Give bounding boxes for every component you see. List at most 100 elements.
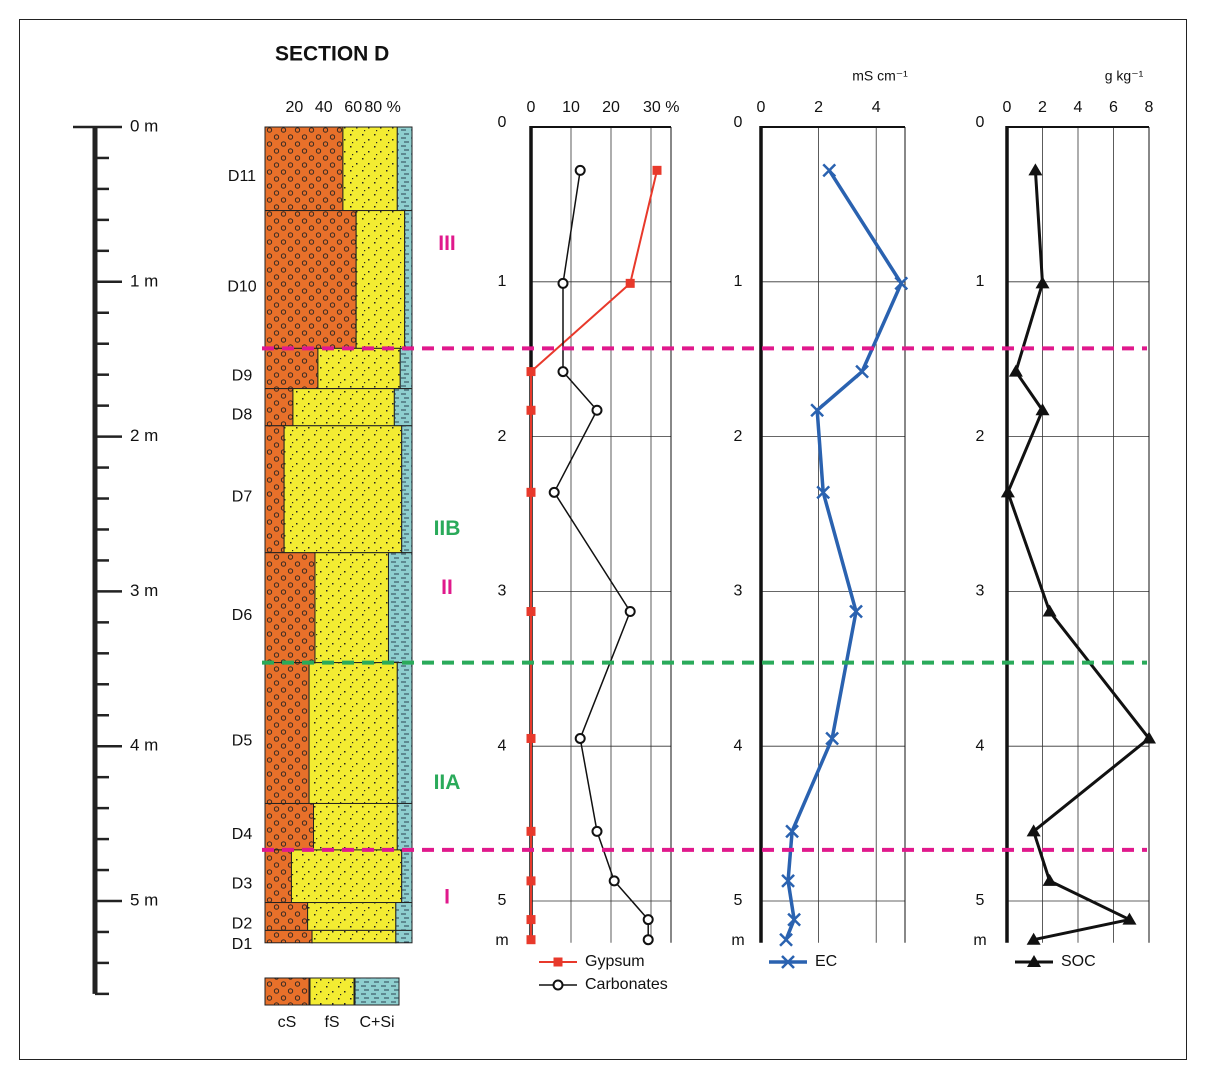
marker [1009, 365, 1023, 377]
layer-texture [265, 127, 343, 211]
layer-texture [397, 803, 412, 849]
layer-texture [318, 348, 400, 388]
layer-texture [265, 211, 356, 349]
layer-texture [308, 903, 396, 931]
depth-label: 5 [734, 892, 743, 909]
marker [1028, 163, 1042, 175]
marker [527, 876, 536, 885]
layer-texture [265, 803, 314, 849]
layer-texture [396, 903, 412, 931]
zone-label: II [441, 576, 453, 599]
depth-label: 5 [976, 892, 985, 909]
depth-label: 4 m [130, 736, 158, 755]
x-tick-label: 8 [1145, 99, 1154, 116]
layer-label: D3 [232, 875, 253, 892]
layer-texture [265, 553, 315, 663]
marker [626, 279, 635, 288]
depth-label: 0 m [130, 116, 158, 135]
depth-label: 1 [498, 273, 507, 290]
layer-label: D5 [232, 732, 253, 749]
layer-label: D7 [232, 488, 253, 505]
legend-label: cS [278, 1014, 297, 1031]
marker [527, 915, 536, 924]
layer-texture [265, 348, 318, 388]
layer-label: D10 [227, 279, 256, 296]
chart-title: SECTION D [275, 43, 389, 66]
layer-label: D2 [232, 916, 253, 933]
marker [527, 488, 536, 497]
depth-label: 0 [734, 114, 743, 131]
layer-texture [312, 930, 396, 942]
marker [823, 164, 835, 176]
x-tick-label: 40 [315, 99, 333, 116]
layer-texture [394, 389, 412, 426]
x-tick-label: 0 [1003, 99, 1012, 116]
marker [610, 876, 619, 885]
marker [559, 367, 568, 376]
depth-label: 0 [976, 114, 985, 131]
x-tick-label: 20 [602, 99, 620, 116]
marker [593, 406, 602, 415]
marker [626, 607, 635, 616]
x-tick-label: 20 [286, 99, 304, 116]
legend-label: SOC [1061, 953, 1096, 970]
marker [527, 406, 536, 415]
axis-unit: g kg⁻¹ [1105, 68, 1144, 84]
legend-texture [310, 978, 354, 1005]
marker [1043, 874, 1057, 886]
marker [644, 915, 653, 924]
marker [550, 488, 559, 497]
zone-label: III [438, 232, 456, 255]
legend-label: Carbonates [585, 976, 668, 993]
layer-texture [402, 426, 412, 553]
depth-label: 2 m [130, 426, 158, 445]
x-tick-label: 30 % [643, 99, 679, 116]
zone-label: I [444, 885, 450, 908]
depth-label: 1 m [130, 271, 158, 290]
layer-texture [405, 211, 412, 349]
marker [527, 827, 536, 836]
layer-texture [293, 389, 394, 426]
layer-texture [314, 803, 398, 849]
legend-label: C+Si [359, 1014, 394, 1031]
layer-texture [265, 903, 308, 931]
marker [1043, 605, 1057, 617]
axis-label: m [495, 932, 508, 949]
layer-label: D6 [232, 607, 253, 624]
axis-label: m [973, 932, 986, 949]
depth-label: 0 [498, 114, 507, 131]
series-line [786, 170, 901, 939]
zone-label: IIB [434, 517, 461, 540]
depth-label: 5 m [130, 890, 158, 909]
layer-texture [265, 930, 312, 942]
depth-label: 4 [976, 737, 985, 754]
axis-unit: mS cm⁻¹ [852, 68, 908, 84]
legend-texture [355, 978, 399, 1005]
page: SECTION D 0 m1 m2 m3 m4 m5 m20406080 %D1… [0, 0, 1205, 1086]
layer-texture [265, 389, 293, 426]
marker [653, 166, 662, 175]
x-tick-label: 60 [344, 99, 362, 116]
marker [593, 827, 602, 836]
layer-texture [284, 426, 402, 553]
marker [554, 958, 563, 967]
legend-label: fS [324, 1014, 339, 1031]
marker [1036, 276, 1050, 288]
depth-label: 3 [734, 583, 743, 600]
axis-label: m [731, 932, 744, 949]
legend-texture [265, 978, 309, 1005]
marker [527, 734, 536, 743]
x-tick-label: 80 % [364, 99, 400, 116]
series-line [1008, 170, 1149, 939]
depth-label: 3 [498, 583, 507, 600]
layer-texture [397, 663, 412, 804]
layer-texture [356, 211, 405, 349]
marker [644, 935, 653, 944]
zone-label: IIA [434, 771, 461, 794]
layer-texture [343, 127, 397, 211]
layer-texture [402, 850, 412, 903]
depth-label: 4 [734, 737, 743, 754]
depth-label: 2 [498, 428, 507, 445]
depth-label: 5 [498, 892, 507, 909]
x-tick-label: 6 [1109, 99, 1118, 116]
